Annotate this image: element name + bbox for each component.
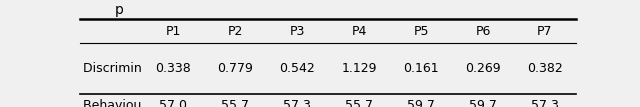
Text: p: p	[115, 3, 124, 17]
